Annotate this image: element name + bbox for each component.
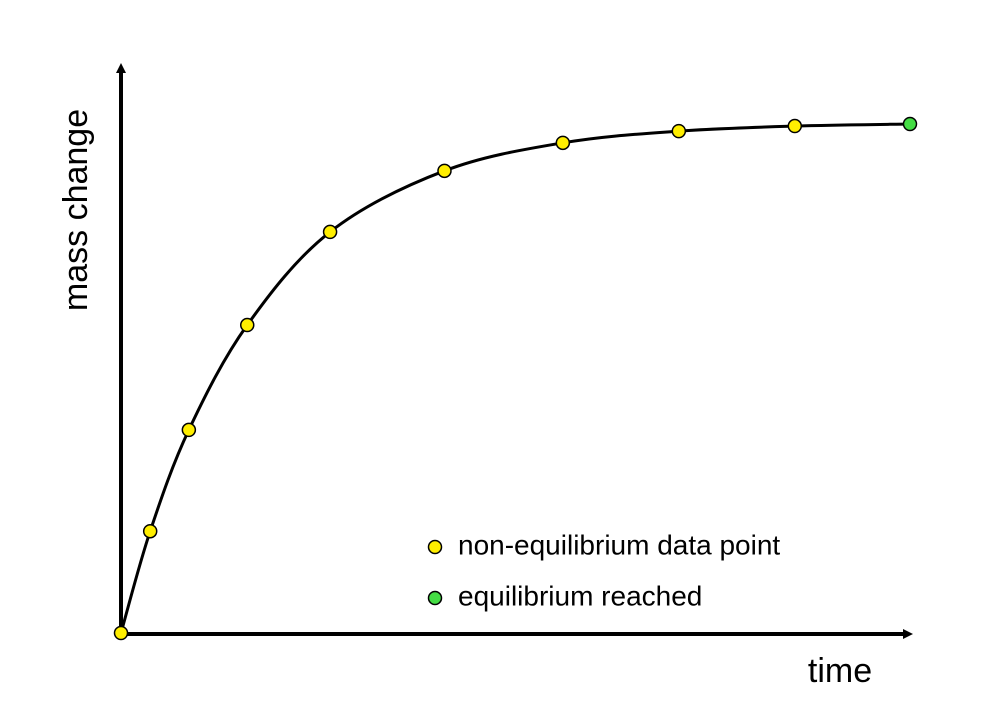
data-point — [787, 118, 803, 134]
data-point — [555, 135, 571, 151]
x-axis-label: time — [808, 652, 872, 690]
data-point — [181, 422, 197, 438]
data-point — [902, 116, 918, 132]
legend-marker — [427, 590, 443, 606]
legend-marker — [427, 539, 443, 555]
data-point — [113, 625, 129, 641]
y-axis-label: mass change — [57, 109, 95, 311]
legend-label: equilibrium reached — [458, 580, 702, 611]
legend-label: non-equilibrium data point — [458, 529, 780, 560]
data-point — [437, 163, 452, 179]
data-point — [142, 523, 158, 539]
curve — [119, 122, 911, 634]
data-point — [671, 123, 687, 139]
data-point — [322, 224, 338, 240]
data-point — [239, 317, 255, 333]
